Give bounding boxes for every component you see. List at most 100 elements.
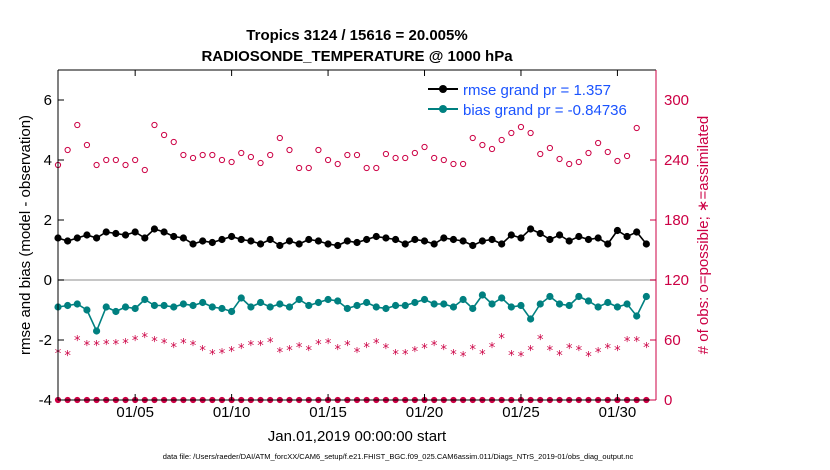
obs-possible-point [488,145,496,153]
obs-possible-point [286,146,293,154]
obs-possible-point [382,150,390,158]
obs-possible-point [431,154,438,162]
obs-assimilated-point: * [74,334,81,349]
obs-possible-point [180,151,187,159]
bias-point [372,303,380,311]
bias-point [633,312,641,320]
bias-point [498,294,506,302]
bias-point [459,295,467,304]
bias-point [353,301,361,310]
rmse-point [324,240,332,248]
bias-point [314,298,323,307]
obs-possible-point [479,141,486,149]
obs-possible-point [199,151,206,159]
bias-point [150,301,159,310]
bias-point [199,298,207,307]
y-left-tick-label: -4 [39,392,52,409]
bias-point [536,300,544,308]
obs-assimilated-point: * [614,344,621,359]
x-tick-label: 01/10 [213,404,251,421]
obs-possible-point [160,131,168,139]
obs-assimilated-point: * [479,348,486,363]
y-right-tick-label: 300 [664,92,689,109]
obs-possible-point [189,154,197,162]
rmse-point [555,231,564,239]
obs-possible-point [402,154,409,162]
obs-assimilated-point: * [334,343,341,358]
obs-possible-point [575,158,582,166]
rmse-point [141,234,149,242]
bias-point [575,292,583,301]
obs-possible-point [421,143,428,151]
y-left-tick-label: 0 [44,272,52,289]
bias-point [334,297,342,305]
y-axis-left-label: rmse and bias (model - observation) [17,115,34,355]
rmse-point [334,241,342,250]
obs-assimilated-point: * [421,342,428,357]
obs-possible-point [537,150,544,158]
obs-assimilated-point: * [489,341,496,356]
chart-title-line-2: RADIOSONDE_TEMPERATURE @ 1000 hPa [201,48,513,65]
y-left-tick-label: 4 [44,152,52,169]
obs-assimilated-point: * [585,350,592,365]
bias-point [488,300,496,308]
rmse-point [420,237,429,245]
x-tick-label: 01/05 [116,404,154,421]
obs-possible-point [334,160,341,168]
obs-assimilated-point: * [209,348,216,363]
bias-point [594,303,602,311]
rmse-point [449,235,458,244]
bias-point [208,303,216,311]
obs-assimilated-point: * [267,336,274,351]
rmse-point [237,235,245,244]
rmse-point [459,237,467,245]
data-file-footnote: data file: /Users/raeder/DAI/ATM_forcXX/… [163,452,634,461]
obs-assimilated-point: * [219,347,226,362]
bias-point [285,303,294,311]
bias-point [555,300,564,308]
bias-point [642,292,650,301]
rmse-point [488,235,496,244]
obs-possible-point [411,149,418,157]
obs-assimilated-point: * [277,346,284,361]
obs-assimilated-point: * [566,342,573,357]
rmse-point [642,240,650,248]
rmse-point [112,229,120,238]
rmse-point [73,234,81,242]
chart-title-line-1: Tropics 3124 / 15616 = 20.005% [246,27,467,44]
rmse-point [150,225,159,233]
bias-point [179,300,187,308]
x-axis-label: Jan.01,2019 00:00:00 start [268,428,447,445]
rmse-point [295,240,303,248]
rmse-point [527,225,535,233]
obs-possible-point [459,160,467,168]
obs-assimilated-point: * [498,332,505,347]
bias-point [363,298,371,307]
rmse-point [536,229,544,238]
obs-possible-point [276,134,283,142]
obs-assimilated-point: * [325,337,332,352]
rmse-point [83,231,91,239]
obs-assimilated-point: * [161,337,168,352]
bias-point [449,303,458,311]
bias-point [411,298,419,307]
obs-assimilated-point: * [643,341,650,356]
obs-possible-point [508,129,515,137]
rmse-point [199,237,207,245]
obs-assimilated-point: * [113,338,120,353]
rmse-point [266,235,274,244]
bias-point [121,303,130,311]
obs-assimilated-point: * [392,348,399,363]
y-axis-right-label: # of obs: o=possible; ∗=assimilated [695,116,712,355]
obs-assimilated-point: * [518,350,525,365]
bias-point [623,300,631,308]
bias-point [228,307,236,316]
bias-point [507,303,515,311]
obs-possible-point [373,164,380,172]
obs-assimilated-point: * [402,348,409,363]
bias-point [584,297,593,305]
obs-assimilated-point: * [527,344,534,359]
rmse-point [208,238,216,247]
rmse-point [102,228,110,236]
